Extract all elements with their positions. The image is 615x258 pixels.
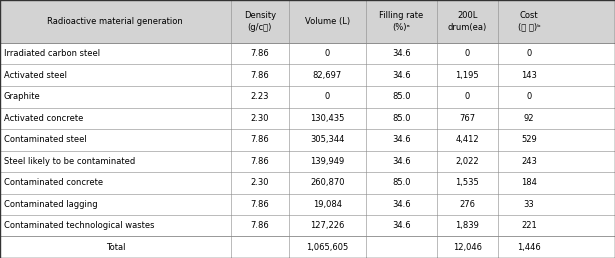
Bar (0, 0, 615, 43)
Text: 7.86: 7.86 (250, 200, 269, 209)
Text: 4,412: 4,412 (456, 135, 479, 144)
Text: 7.86: 7.86 (250, 221, 269, 230)
Text: 92: 92 (523, 114, 534, 123)
Text: 7.86: 7.86 (250, 71, 269, 80)
Text: 221: 221 (521, 221, 537, 230)
Bar (0, 237, 615, 258)
Text: 1,065,605: 1,065,605 (306, 243, 349, 252)
Text: Density
(g/c㎢): Density (g/c㎢) (244, 11, 276, 31)
Text: 12,046: 12,046 (453, 243, 482, 252)
Text: 85.0: 85.0 (392, 178, 411, 187)
Text: 33: 33 (523, 200, 534, 209)
Text: Filling rate
(%)ᵃ: Filling rate (%)ᵃ (379, 11, 423, 31)
Text: 19,084: 19,084 (313, 200, 342, 209)
Text: 184: 184 (521, 178, 537, 187)
Text: Total: Total (106, 243, 125, 252)
Text: 0: 0 (526, 92, 531, 101)
Text: 276: 276 (459, 200, 475, 209)
Text: Graphite: Graphite (4, 92, 41, 101)
Text: Contaminated lagging: Contaminated lagging (4, 200, 97, 209)
Bar (0, 86, 615, 108)
Text: 529: 529 (521, 135, 537, 144)
Bar (0, 172, 615, 194)
Bar (0, 150, 615, 172)
Text: 1,446: 1,446 (517, 243, 541, 252)
Text: Contaminated steel: Contaminated steel (4, 135, 87, 144)
Text: 7.86: 7.86 (250, 49, 269, 58)
Bar (0, 129, 615, 150)
Text: 305,344: 305,344 (311, 135, 344, 144)
Bar (0, 43, 615, 64)
Text: Activated steel: Activated steel (4, 71, 66, 80)
Text: 85.0: 85.0 (392, 114, 411, 123)
Bar (0, 108, 615, 129)
Text: 2.23: 2.23 (250, 92, 269, 101)
Bar (0, 194, 615, 215)
Text: 0: 0 (325, 92, 330, 101)
Text: 85.0: 85.0 (392, 92, 411, 101)
Text: 34.6: 34.6 (392, 135, 411, 144)
Text: Cost
(억 원)ᵇ: Cost (억 원)ᵇ (518, 11, 540, 31)
Text: 7.86: 7.86 (250, 157, 269, 166)
Text: 0: 0 (526, 49, 531, 58)
Text: 127,226: 127,226 (311, 221, 344, 230)
Text: 34.6: 34.6 (392, 200, 411, 209)
Text: 2.30: 2.30 (250, 114, 269, 123)
Text: Irradiated carbon steel: Irradiated carbon steel (4, 49, 100, 58)
Text: 2.30: 2.30 (250, 178, 269, 187)
Text: 1,195: 1,195 (456, 71, 479, 80)
Text: 130,435: 130,435 (311, 114, 344, 123)
Text: 260,870: 260,870 (310, 178, 345, 187)
Text: 7.86: 7.86 (250, 135, 269, 144)
Bar (0, 215, 615, 237)
Text: 767: 767 (459, 114, 475, 123)
Text: 82,697: 82,697 (313, 71, 342, 80)
Text: 143: 143 (521, 71, 537, 80)
Text: 34.6: 34.6 (392, 71, 411, 80)
Text: 1,535: 1,535 (456, 178, 479, 187)
Text: 1,839: 1,839 (456, 221, 479, 230)
Text: 139,949: 139,949 (311, 157, 344, 166)
Text: Activated concrete: Activated concrete (4, 114, 83, 123)
Text: 34.6: 34.6 (392, 49, 411, 58)
Text: 200L
drum(ea): 200L drum(ea) (448, 11, 487, 31)
Text: 0: 0 (325, 49, 330, 58)
Text: Contaminated technological wastes: Contaminated technological wastes (4, 221, 154, 230)
Text: Radioactive material generation: Radioactive material generation (47, 17, 183, 26)
Text: 0: 0 (465, 49, 470, 58)
Text: Volume (L): Volume (L) (305, 17, 350, 26)
Text: Steel likely to be contaminated: Steel likely to be contaminated (4, 157, 135, 166)
Text: 2,022: 2,022 (456, 157, 479, 166)
Text: 0: 0 (465, 92, 470, 101)
Text: Contaminated concrete: Contaminated concrete (4, 178, 103, 187)
Bar (0, 64, 615, 86)
Text: 243: 243 (521, 157, 537, 166)
Text: 34.6: 34.6 (392, 157, 411, 166)
Text: 34.6: 34.6 (392, 221, 411, 230)
